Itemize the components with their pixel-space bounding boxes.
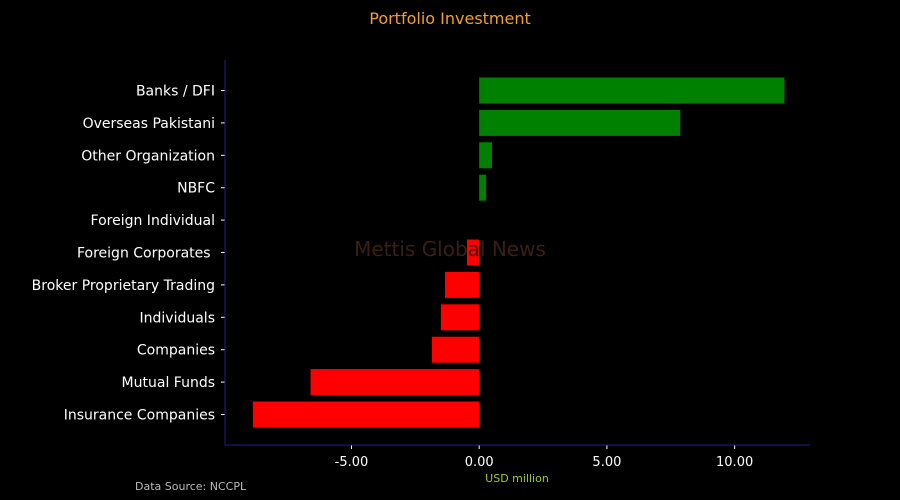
bar xyxy=(310,369,480,396)
x-tick-label: -5.00 xyxy=(335,455,369,470)
bar xyxy=(479,77,785,104)
x-tick-labels: -5.00 0.00 5.00 10.00 xyxy=(335,445,753,470)
bar xyxy=(479,174,487,201)
category-label: Foreign Corporates xyxy=(77,246,215,262)
category-label: Insurance Companies xyxy=(64,408,215,424)
x-tick-label: 10.00 xyxy=(716,455,753,470)
bar xyxy=(479,109,681,136)
category-label: Overseas Pakistani xyxy=(83,116,215,132)
category-label: Broker Proprietary Trading xyxy=(32,278,215,294)
bar xyxy=(252,401,480,428)
category-label: Companies xyxy=(137,343,215,359)
bars-group xyxy=(252,77,785,428)
bar xyxy=(440,304,480,331)
category-label: Banks / DFI xyxy=(136,84,215,100)
bar xyxy=(444,271,480,298)
category-label: NBFC xyxy=(177,181,215,197)
bar xyxy=(466,239,480,266)
data-source: Data Source: NCCPL xyxy=(135,480,247,493)
watermark: Mettis Global News xyxy=(354,237,546,261)
category-label: Foreign Individual xyxy=(91,213,215,229)
category-label: Individuals xyxy=(140,310,215,326)
category-label: Mutual Funds xyxy=(122,375,215,391)
chart-title: Portfolio Investment xyxy=(369,9,531,28)
x-tick-label: 5.00 xyxy=(592,455,621,470)
category-label: Other Organization xyxy=(81,148,215,164)
bar xyxy=(479,142,492,169)
bar xyxy=(431,336,480,363)
category-labels: Banks / DFI Overseas Pakistani Other Organ… xyxy=(32,84,225,424)
x-tick-label: 0.00 xyxy=(465,455,494,470)
x-axis-label: USD million xyxy=(485,472,549,485)
